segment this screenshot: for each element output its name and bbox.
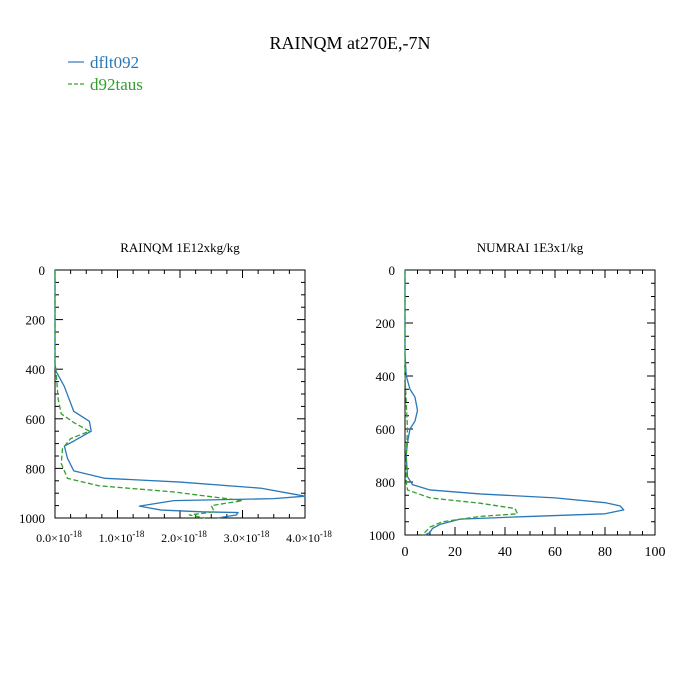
series-line-dflt092 (404, 270, 625, 536)
x-tick-label: 0.0×10-18 (36, 529, 82, 545)
plot-frame (54, 269, 306, 519)
y-tick-label: 800 (376, 475, 396, 490)
figure-title: RAINQM at270E,-7N (270, 33, 431, 53)
legend-label-d92taus: d92taus (90, 75, 143, 94)
x-tick-label: 1.0×10-18 (99, 529, 145, 545)
panel-numrai: NUMRAI 1E3x1/kg 0 200 400 600 800 1000 0 20 40 60 8… (369, 240, 666, 560)
series-line-d92taus (54, 270, 244, 519)
x-tick-label: 0 (402, 545, 409, 560)
y-tick-label: 1000 (369, 528, 395, 543)
y-tick-label: 600 (376, 422, 396, 437)
y-tick-label: 200 (376, 316, 396, 331)
y-tick-label: 600 (26, 412, 46, 427)
x-tick-label: 2.0×10-18 (161, 529, 207, 545)
legend-label-dflt092: dflt092 (90, 53, 139, 72)
panel-rainqm: RAINQM 1E12xkg/kg 0 200 400 600 800 1000 0.0×10… (19, 240, 332, 545)
x-tick-label: 4.0×10-18 (286, 529, 332, 545)
y-tick-label: 1000 (19, 511, 45, 526)
x-tick-label: 80 (598, 545, 612, 560)
x-tick-label: 3.0×10-18 (224, 529, 270, 545)
plot-frame (404, 269, 656, 536)
y-tick-label: 200 (26, 313, 46, 328)
series-line-dflt092 (54, 270, 306, 519)
y-tick-label: 0 (389, 263, 396, 278)
x-tick-label: 100 (645, 545, 666, 560)
y-tick-label: 800 (26, 461, 46, 476)
y-tick-label: 0 (39, 263, 46, 278)
y-tick-label: 400 (26, 362, 46, 377)
x-tick-label: 60 (548, 545, 562, 560)
x-tick-label: 40 (498, 545, 512, 560)
legend: dflt092 d92taus (68, 53, 143, 94)
y-tick-label: 400 (376, 369, 396, 384)
x-tick-label: 20 (448, 545, 462, 560)
panel-title: NUMRAI 1E3x1/kg (477, 240, 584, 255)
series-line-d92taus (404, 270, 519, 536)
panel-title: RAINQM 1E12xkg/kg (120, 240, 240, 255)
